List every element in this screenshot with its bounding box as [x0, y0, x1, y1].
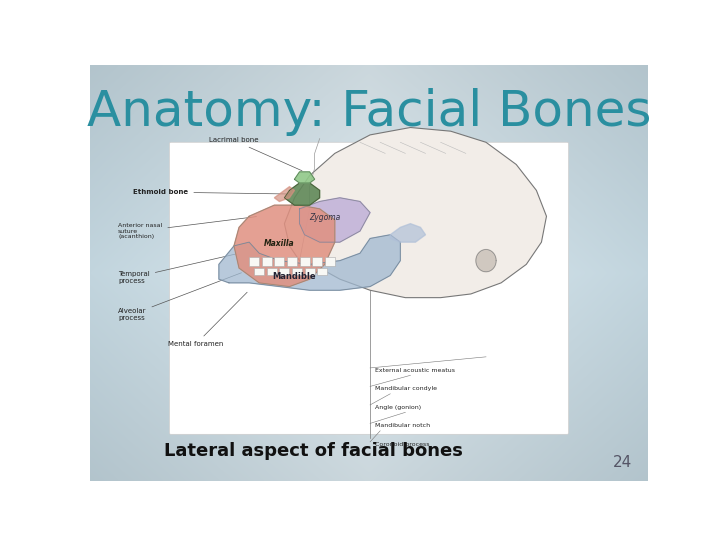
Text: Mental foramen: Mental foramen — [168, 292, 247, 347]
Text: Ethmoid bone: Ethmoid bone — [133, 189, 292, 195]
Text: 24: 24 — [613, 455, 632, 470]
Polygon shape — [274, 187, 294, 201]
Text: Coronoid process: Coronoid process — [375, 442, 430, 447]
Bar — [274, 257, 284, 266]
Bar — [254, 268, 264, 275]
Text: Zygoma: Zygoma — [309, 213, 341, 222]
Bar — [317, 268, 327, 275]
Bar — [262, 257, 272, 266]
Bar — [300, 257, 310, 266]
Polygon shape — [234, 205, 335, 287]
FancyBboxPatch shape — [169, 142, 569, 434]
Bar — [305, 268, 315, 275]
Bar — [266, 268, 276, 275]
Text: Mandible: Mandible — [273, 272, 316, 281]
Polygon shape — [284, 127, 546, 298]
Text: Maxilla: Maxilla — [264, 239, 294, 248]
Text: External acoustic meatus: External acoustic meatus — [375, 368, 455, 373]
Text: Mandibular condyle: Mandibular condyle — [375, 386, 437, 391]
Polygon shape — [476, 249, 496, 272]
Text: Anterior nasal
suture
(acanthion): Anterior nasal suture (acanthion) — [118, 217, 256, 239]
Text: Temporal
process: Temporal process — [118, 254, 236, 284]
Polygon shape — [294, 172, 315, 183]
Bar — [312, 257, 323, 266]
Polygon shape — [284, 183, 320, 205]
Text: Mandibular notch: Mandibular notch — [375, 423, 431, 428]
Bar — [325, 257, 335, 266]
Text: Alveolar
process: Alveolar process — [118, 273, 241, 321]
Bar — [287, 257, 297, 266]
Bar — [279, 268, 289, 275]
Bar — [249, 257, 259, 266]
Text: Lacrimal bone: Lacrimal bone — [209, 137, 302, 171]
Text: Lateral aspect of facial bones: Lateral aspect of facial bones — [163, 442, 463, 460]
Text: Angle (gonion): Angle (gonion) — [375, 404, 421, 410]
Bar — [292, 268, 302, 275]
Polygon shape — [219, 235, 400, 291]
Polygon shape — [300, 198, 370, 242]
Text: Anatomy: Facial Bones: Anatomy: Facial Bones — [86, 88, 652, 136]
Polygon shape — [390, 224, 426, 242]
